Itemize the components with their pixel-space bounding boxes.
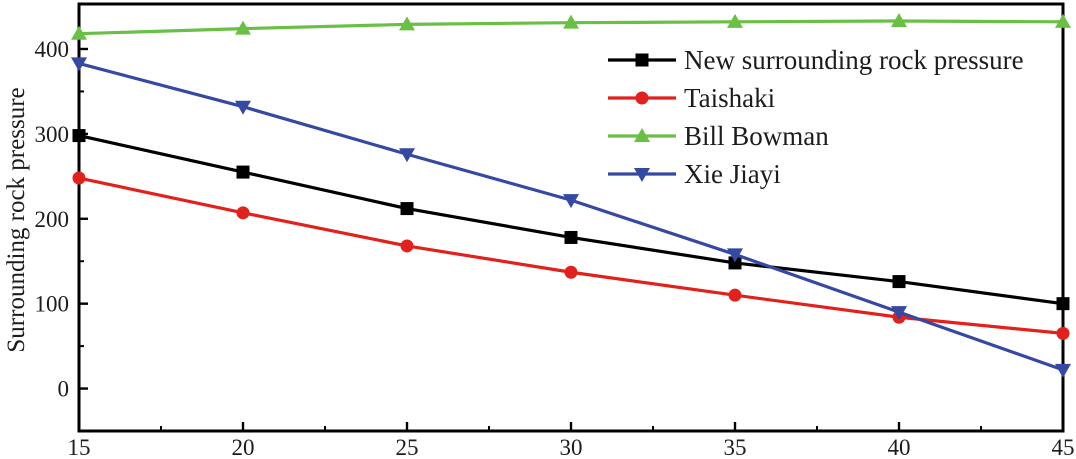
y-axis-tick-label: 200 [35,207,70,232]
series-marker-new-surrounding-rock-pressure [400,202,414,216]
series-marker-bill-bowman [235,20,251,35]
series-marker-xie-jiayi [563,194,579,209]
legend-label: Xie Jiayi [684,159,781,189]
x-axis-tick-label: 20 [232,435,255,459]
y-axis-tick-label: 300 [35,122,70,147]
series-marker-bill-bowman [71,25,87,40]
series-marker-new-surrounding-rock-pressure [1056,297,1070,311]
x-axis-tick-label: 25 [396,435,419,459]
legend-label: New surrounding rock pressure [684,45,1024,75]
series-marker-taishaki [1056,326,1070,340]
series-marker-bill-bowman [727,13,743,28]
y-axis-tick-label: 100 [35,292,70,317]
y-axis-tick-label: 0 [58,377,70,402]
legend-marker [635,53,649,67]
series-marker-taishaki [400,239,414,253]
legend-label: Bill Bowman [684,121,829,151]
series-marker-bill-bowman [563,14,579,29]
series-line-xie-jiayi [78,61,1064,372]
series-marker-xie-jiayi [1055,363,1071,378]
series-marker-new-surrounding-rock-pressure [72,129,86,143]
series-marker-bill-bowman [1055,13,1071,28]
series-marker-new-surrounding-rock-pressure [564,230,578,244]
x-axis-tick-label: 35 [724,435,747,459]
series-marker-taishaki [564,265,578,279]
series-marker-taishaki [728,288,742,302]
legend-marker [634,128,650,142]
x-axis-tick-label: 30 [560,435,583,459]
series-marker-xie-jiayi [71,57,87,72]
series-marker-bill-bowman [399,16,415,31]
series-marker-new-surrounding-rock-pressure [892,275,906,289]
series-marker-xie-jiayi [891,306,907,321]
series-marker-new-surrounding-rock-pressure [236,165,250,179]
series-marker-xie-jiayi [235,100,251,115]
y-axis-title: Surrounding rock pressure [3,87,30,352]
legend-label: Taishaki [684,83,775,113]
series-marker-xie-jiayi [399,148,415,163]
x-axis-tick-label: 15 [68,435,91,459]
series-marker-taishaki [236,206,250,220]
series-marker-xie-jiayi [727,248,743,263]
plot-area: 0 100 200 300 400 15 20 25 30 35 40 45 New surroundi… [35,2,1075,459]
x-axis-tick-label: 45 [1052,435,1075,459]
series-marker-taishaki [72,171,86,185]
x-axis-tick-label: 40 [888,435,911,459]
y-axis-tick-label: 400 [35,37,70,62]
legend-marker [634,168,650,182]
series-marker-new-surrounding-rock-pressure [728,256,742,270]
legend-marker [635,91,649,105]
series-marker-bill-bowman [891,12,907,27]
